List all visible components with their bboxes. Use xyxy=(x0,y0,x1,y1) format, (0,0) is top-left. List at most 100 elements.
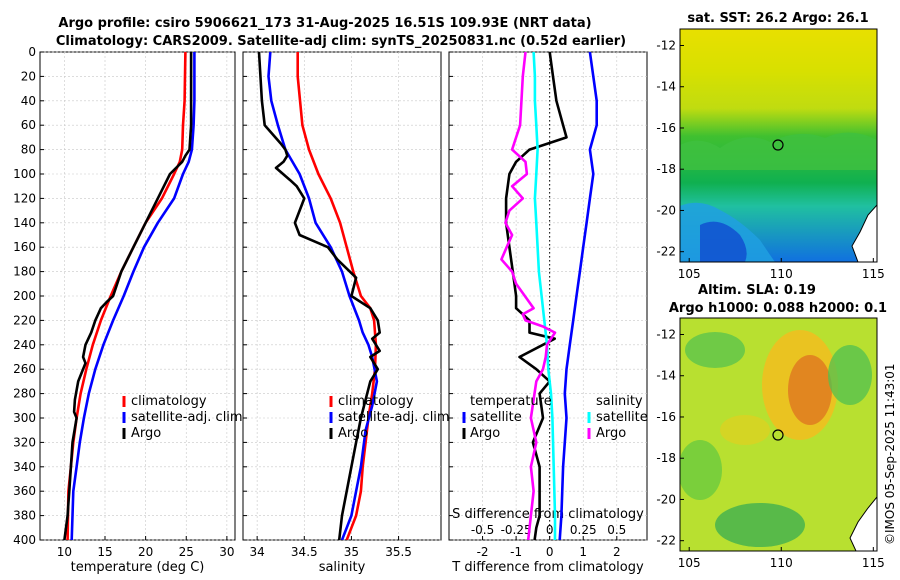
x-tick-label-top: -0.25 xyxy=(501,523,532,537)
sla-low-patch xyxy=(680,440,722,500)
sst-map-title: sat. SST: 26.2 Argo: 26.1 xyxy=(687,11,868,26)
y-tick-label: 140 xyxy=(13,216,36,230)
y-tick-label: 200 xyxy=(13,289,36,303)
sst-argo-marker xyxy=(772,139,784,151)
sst-map-frame xyxy=(679,28,878,263)
x-tick-label-top: 0 xyxy=(546,523,554,537)
x-tick-label: 35 xyxy=(344,545,359,559)
series-line-satellite-adj-clim xyxy=(70,52,196,540)
x-tick-label: 25 xyxy=(179,545,194,559)
series-line-t-satellite xyxy=(558,52,599,540)
y-tick-label: 260 xyxy=(13,362,36,376)
sla-map-title-line2: Argo h1000: 0.088 h2000: 0.1 xyxy=(669,301,887,316)
legend-label-s-satellite: satellite xyxy=(596,410,648,425)
map-y-tick-label: -22 xyxy=(656,534,676,548)
legend-label-argo: Argo xyxy=(338,426,368,441)
y-tick-label: 180 xyxy=(13,265,36,279)
map-y-tick-label: -16 xyxy=(656,410,676,424)
difference-panel: -2 -1 0 1 2T difference from climatology S di… xyxy=(448,51,648,575)
x-tick-label: 34 xyxy=(250,545,265,559)
x-axis-label: T difference from climatology xyxy=(451,560,644,575)
map-x-tick-label: 115 xyxy=(862,267,885,281)
x-tick-label: 30 xyxy=(219,545,234,559)
legend-label-satellite: satellite-adj. clim xyxy=(338,410,450,425)
x-tick-label-top: 0.5 xyxy=(607,523,626,537)
y-tick-label: 0 xyxy=(28,45,36,59)
sst-map: sat. SST: 26.2 Argo: 26.1 105 110 115 -12 -1… xyxy=(656,11,884,281)
sst-green-band xyxy=(680,132,877,170)
y-tick-label: 40 xyxy=(21,94,36,108)
sla-low-patch xyxy=(715,503,805,547)
y-tick-label: 60 xyxy=(21,118,36,132)
y-tick-label: 100 xyxy=(13,167,36,181)
x-tick-label: 35.5 xyxy=(385,545,412,559)
x-axis-label-top: S difference from climatology xyxy=(452,507,644,522)
series-line-argo xyxy=(257,52,382,540)
map-y-tick-label: -14 xyxy=(656,369,676,383)
sla-high-core xyxy=(788,355,832,425)
x-tick-label: 34.5 xyxy=(291,545,318,559)
legend-label-t-argo: Argo xyxy=(470,426,500,441)
map-x-tick-label: 110 xyxy=(770,556,793,570)
y-tick-label: 120 xyxy=(13,191,36,205)
map-y-tick-label: -12 xyxy=(656,38,676,52)
x-tick-label: 10 xyxy=(57,545,72,559)
x-tick-label: 2 xyxy=(613,545,621,559)
figure-title-line1: Argo profile: csiro 5906621_173 31-Aug-2… xyxy=(58,16,591,31)
sst-map-axes: 105 110 115 -12 -14 -16 -18 -20 -22 xyxy=(656,38,884,281)
legend-header-temperature: temperature xyxy=(470,394,552,409)
figure-title-line2: Climatology: CARS2009. Satellite-adj cli… xyxy=(56,34,626,49)
map-y-tick-label: -22 xyxy=(656,245,676,259)
map-x-tick-label: 115 xyxy=(862,556,885,570)
series-line-argo xyxy=(63,52,193,540)
difference-legend: temperature satellite Argo salinity sate… xyxy=(462,394,648,441)
series-line-climatology xyxy=(296,52,378,540)
temperature-panel: 0 20 40 60 80 100 120 140 160 180 200 220 240 260 280 3… xyxy=(13,45,236,575)
sla-low-patch xyxy=(828,345,872,405)
map-y-tick-label: -20 xyxy=(656,203,676,217)
map-y-tick-label: -14 xyxy=(656,80,676,94)
y-tick-label: 80 xyxy=(21,143,36,157)
y-tick-label: 320 xyxy=(13,435,36,449)
map-x-tick-label: 105 xyxy=(678,267,701,281)
sla-map-frame xyxy=(679,317,878,552)
y-tick-label: 20 xyxy=(21,69,36,83)
sla-map-axes: 105 110 115 -12 -14 -16 -18 -20 -22 xyxy=(656,327,884,570)
y-tick-label: 300 xyxy=(13,411,36,425)
map-y-tick-label: -16 xyxy=(656,121,676,135)
y-tick-label: 380 xyxy=(13,509,36,523)
x-tick-label: 0 xyxy=(546,545,554,559)
x-axis-label: salinity xyxy=(319,560,366,575)
copyright-stamp: ©IMOS 05-Sep-2025 11:43:01 xyxy=(883,363,897,545)
sst-cold-core xyxy=(700,221,747,262)
sla-high-patch xyxy=(720,415,770,445)
salinity-legend: climatology satellite-adj. clim Argo xyxy=(329,394,450,441)
y-tick-label: 220 xyxy=(13,313,36,327)
y-tick-label: 340 xyxy=(13,460,36,474)
y-tick-label: 400 xyxy=(13,533,36,547)
legend-label-argo: Argo xyxy=(131,426,161,441)
x-tick-label-top: 0.25 xyxy=(570,523,597,537)
legend-label-satellite: satellite-adj. clim xyxy=(131,410,243,425)
legend-header-salinity: salinity xyxy=(596,394,643,409)
map-y-tick-label: -20 xyxy=(656,492,676,506)
series-line-s-argo xyxy=(500,52,557,540)
series-line-s-satellite xyxy=(532,52,557,540)
legend-label-t-satellite: satellite xyxy=(470,410,522,425)
temperature-legend: climatology satellite-adj. clim Argo xyxy=(122,394,243,441)
map-y-tick-label: -18 xyxy=(656,451,676,465)
sla-low-patch xyxy=(685,332,745,368)
map-x-tick-label: 110 xyxy=(770,267,793,281)
x-tick-label: 20 xyxy=(138,545,153,559)
y-tick-label: 240 xyxy=(13,338,36,352)
sla-map-title-line1: Altim. SLA: 0.19 xyxy=(698,283,816,298)
x-tick-label: 15 xyxy=(97,545,112,559)
series-line-satellite-adj-clim xyxy=(267,52,379,540)
y-tick-label: 160 xyxy=(13,240,36,254)
map-x-tick-label: 105 xyxy=(678,556,701,570)
legend-label-climatology: climatology xyxy=(338,394,414,409)
map-y-tick-label: -18 xyxy=(656,162,676,176)
x-tick-label: 1 xyxy=(579,545,587,559)
y-tick-label: 360 xyxy=(13,484,36,498)
